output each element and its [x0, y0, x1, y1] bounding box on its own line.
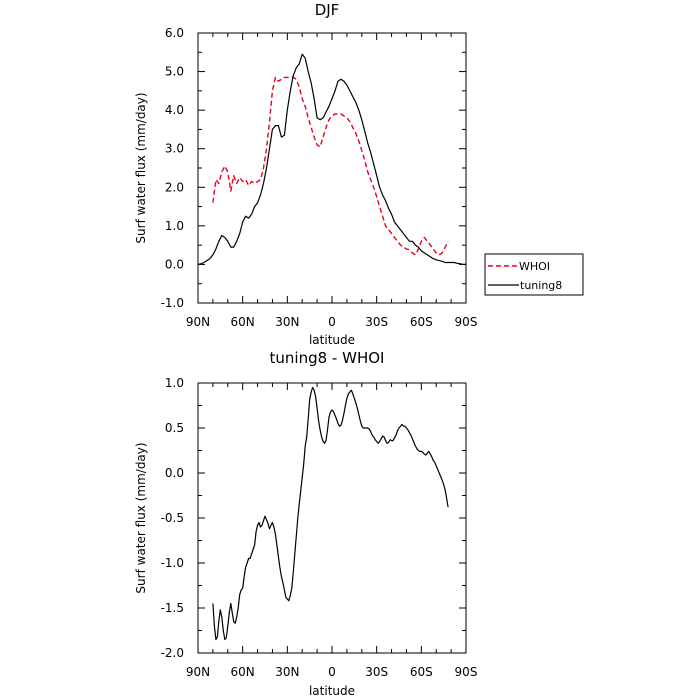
chart-title: DJF [315, 1, 340, 19]
x-tick-label: 60S [410, 665, 433, 679]
series-line-difference [212, 386, 449, 641]
y-tick-label: 0.0 [165, 257, 184, 271]
y-axis-label: Surf water flux (mm/day) [134, 92, 148, 243]
y-tick-label: 6.0 [165, 26, 184, 40]
y-tick-label: -1.0 [161, 556, 184, 570]
x-tick-label: 30S [365, 315, 388, 329]
x-tick-label: 60N [231, 315, 255, 329]
legend: WHOI tuning8 [484, 253, 584, 296]
legend-label-tuning8: tuning8 [520, 279, 562, 292]
x-axis-label: latitude [309, 684, 355, 698]
x-tick-label: 90N [186, 665, 210, 679]
y-tick-label: -1.0 [161, 296, 184, 310]
x-tick-label: 0 [328, 315, 336, 329]
y-tick-label: 5.0 [165, 65, 184, 79]
legend-label-whoi: WHOI [519, 260, 550, 273]
x-tick-label: 30N [275, 665, 299, 679]
series-line-whoi [212, 76, 449, 256]
x-tick-label: 90N [186, 315, 210, 329]
y-tick-label: -1.5 [161, 601, 184, 615]
y-axis-label: Surf water flux (mm/day) [134, 442, 148, 593]
y-tick-label: 2.0 [165, 180, 184, 194]
y-tick-label: 0.0 [165, 466, 184, 480]
y-tick-label: 3.0 [165, 142, 184, 156]
y-tick-label: 4.0 [165, 103, 184, 117]
x-tick-label: 90S [455, 315, 478, 329]
x-tick-label: 0 [328, 665, 336, 679]
x-tick-label: 60S [410, 315, 433, 329]
y-tick-label: -2.0 [161, 646, 184, 660]
x-axis-label: latitude [309, 333, 355, 347]
y-tick-label: -0.5 [161, 511, 184, 525]
legend-box [484, 253, 584, 296]
y-tick-label: 1.0 [165, 376, 184, 390]
x-tick-label: 90S [455, 665, 478, 679]
bottom-chart: tuning8 - WHOI 90N 60N 30N 0 30S 60S 90S -2.0 -1… [134, 349, 477, 698]
plot-frame [197, 382, 467, 654]
top-chart: DJF 90N 60N 30N 0 30S 60S 90S -1.0 0.0 1.0 2.0 3.0 4… [134, 1, 477, 347]
series-line-tuning8 [197, 53, 466, 265]
x-tick-label: 30N [275, 315, 299, 329]
x-tick-label: 60N [231, 665, 255, 679]
y-tick-label: 0.5 [165, 421, 184, 435]
x-tick-label: 30S [365, 665, 388, 679]
plot-frame [197, 32, 467, 304]
chart-title: tuning8 - WHOI [270, 349, 385, 367]
y-tick-label: 1.0 [165, 219, 184, 233]
